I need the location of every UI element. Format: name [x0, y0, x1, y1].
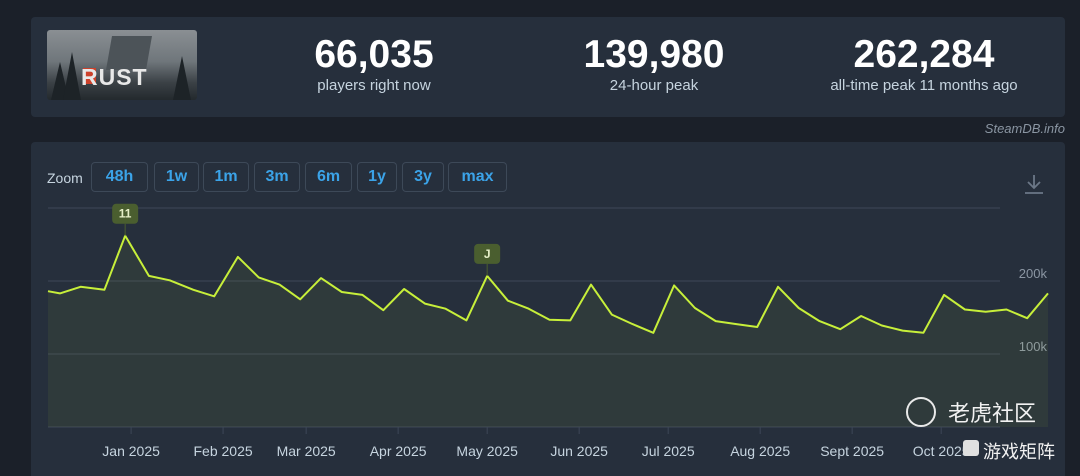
x-tick-label: Aug 2025 [730, 443, 790, 459]
watermark-text: 老虎社区 [948, 401, 1037, 426]
y-tick-label: 100k [1019, 339, 1048, 354]
all-time-peak-value: 262,284 [853, 33, 995, 76]
zoom-3m-button[interactable]: 3m [254, 162, 300, 192]
annotation-flag[interactable] [112, 203, 139, 224]
annotation-label: 11 [119, 207, 132, 221]
stats-panel: RUST 66,035 players right now 139,980 24… [31, 17, 1065, 117]
peak-24h-stat: 139,980 24-hour peak [544, 33, 764, 94]
zoom-3y-button[interactable]: 3y [402, 162, 444, 192]
y-tick-label: 200k [1019, 266, 1048, 281]
series-area [48, 235, 1048, 427]
x-tick-label: Jun 2025 [550, 443, 608, 459]
steamdb-credit[interactable]: SteamDB.info [984, 121, 1065, 136]
all-time-peak-stat: 262,284 all-time peak 11 months ago [799, 33, 1049, 94]
logo-mark-icon [83, 68, 96, 84]
peak-24h-value: 139,980 [583, 33, 725, 76]
annotation-label: J [484, 247, 491, 261]
tree-shape [173, 56, 191, 100]
x-tick-label: Sept 2025 [820, 443, 884, 459]
zoom-1y-button[interactable]: 1y [357, 162, 397, 192]
current-players-value: 66,035 [314, 33, 434, 76]
zoom-48h-button[interactable]: 48h [91, 162, 148, 192]
current-players-label: players right now [317, 77, 431, 94]
x-tick-label: Jul 2025 [642, 443, 695, 459]
peak-24h-label: 24-hour peak [609, 77, 699, 94]
zoom-1w-button[interactable]: 1w [154, 162, 199, 192]
x-tick-label: May 2025 [456, 443, 518, 459]
annotation-flag[interactable] [474, 243, 501, 264]
logo-text: RUST [81, 64, 148, 90]
current-players-stat: 66,035 players right now [264, 33, 484, 94]
zoom-1m-button[interactable]: 1m [203, 162, 249, 192]
zoom-max-button[interactable]: max [448, 162, 507, 192]
zoom-6m-button[interactable]: 6m [305, 162, 352, 192]
series-line[interactable] [47, 234, 1049, 334]
watermark2-icon [963, 440, 979, 456]
chart-panel: Zoom 48h 1w 1m 3m 6m 1y 3y max [31, 142, 1065, 476]
all-time-peak-label: all-time peak 11 months ago [830, 77, 1018, 94]
x-tick-label: Apr 2025 [370, 443, 427, 459]
watermark-logo-icon [906, 397, 936, 427]
x-tick-label: Oct 2025 [913, 443, 970, 459]
watermark2-text: 游戏矩阵 [983, 442, 1055, 462]
x-tick-label: Feb 2025 [193, 443, 252, 459]
zoom-label: Zoom [47, 170, 83, 186]
tree-shape [63, 52, 81, 100]
download-icon[interactable] [1023, 172, 1045, 196]
x-tick-label: Mar 2025 [277, 443, 336, 459]
x-tick-label: Jan 2025 [102, 443, 160, 459]
game-logo[interactable]: RUST [47, 30, 197, 100]
